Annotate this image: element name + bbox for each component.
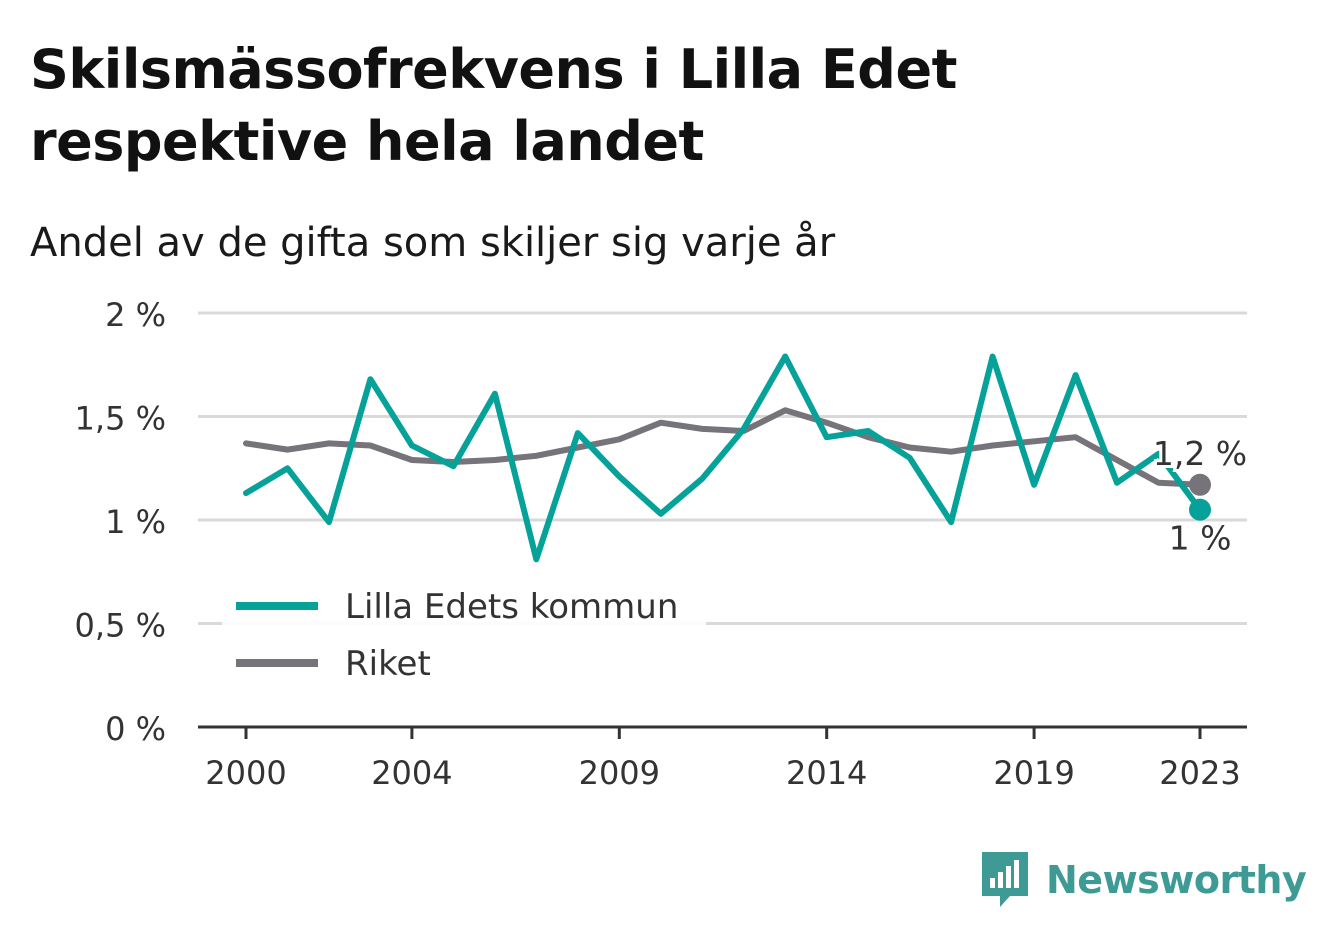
legend: Lilla Edets kommun Riket xyxy=(222,578,706,686)
x-tick-label: 2023 xyxy=(1159,754,1240,792)
legend-background xyxy=(222,578,706,686)
series-line-riket xyxy=(243,407,1203,488)
y-tick-label: 0 % xyxy=(105,710,166,748)
x-tick-label: 2004 xyxy=(371,754,452,792)
brand-name: Newsworthy xyxy=(1046,858,1307,902)
end-label: 1,2 % xyxy=(1153,434,1247,473)
x-tick-label: 2014 xyxy=(786,754,867,792)
end-marker xyxy=(1189,498,1211,521)
legend-label: Lilla Edets kommun xyxy=(345,587,678,627)
end-labels: 1 % 1,2 % xyxy=(1150,431,1250,561)
y-tick-label: 1,5 % xyxy=(75,400,166,438)
newsworthy-logo-icon xyxy=(982,852,1028,907)
x-tick-label: 2000 xyxy=(205,754,286,792)
newsworthy-logo: Newsworthy xyxy=(980,850,1307,910)
end-label: 1 % xyxy=(1169,519,1232,558)
series-lines xyxy=(243,353,1203,563)
chart-subtitle: Andel av de gifta som skiljer sig varje … xyxy=(30,220,836,266)
legend-label: Riket xyxy=(345,644,431,684)
x-tick-label: 2009 xyxy=(579,754,660,792)
y-axis-ticks: 0 % 0,5 % 1 % 1,5 % 2 % xyxy=(75,296,166,748)
grid-lines xyxy=(198,311,1247,625)
y-tick-label: 1 % xyxy=(105,503,166,541)
end-marker xyxy=(1189,473,1211,496)
y-tick-label: 0,5 % xyxy=(75,607,166,645)
chart-title: Skilsmässofrekvens i Lilla Edet respekti… xyxy=(30,38,957,173)
x-tick-label: 2019 xyxy=(993,754,1074,792)
x-axis: 2000 2004 2009 2014 2019 2023 xyxy=(198,725,1247,792)
series-line-lilla-edet xyxy=(243,353,1203,563)
y-tick-label: 2 % xyxy=(105,296,166,334)
